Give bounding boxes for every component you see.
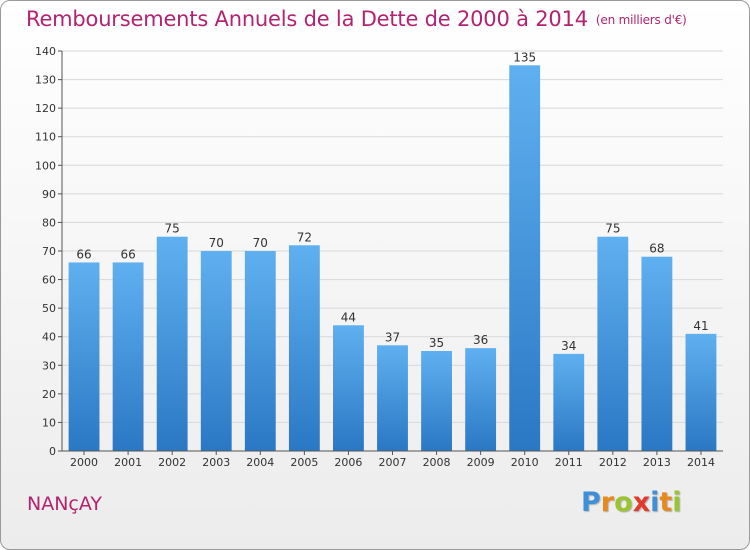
bar-value-label: 37: [385, 330, 400, 344]
bar-value-label: 72: [297, 230, 312, 244]
bar-value-label: 66: [120, 247, 135, 261]
bar: [244, 251, 276, 451]
bar-value-label: 75: [605, 222, 620, 236]
logo-letter: i: [650, 487, 660, 518]
logo-letter: t: [659, 487, 673, 518]
y-tick-label: 80: [42, 216, 56, 229]
bar: [553, 353, 585, 451]
x-tick-label: 2006: [334, 456, 362, 469]
x-tick-label: 2009: [467, 456, 495, 469]
x-tick-label: 2010: [511, 456, 539, 469]
commune-name: NANçAY: [27, 493, 102, 515]
bar-value-label: 75: [165, 222, 180, 236]
bar: [156, 236, 188, 451]
x-tick-label: 2002: [158, 456, 186, 469]
bar-value-label: 36: [473, 333, 488, 347]
bar: [421, 351, 452, 451]
logo-letter: r: [600, 487, 615, 518]
bar: [112, 262, 144, 451]
x-tick-label: 2007: [379, 456, 407, 469]
bars: 66 66 75 70 70 72 44 37 35 36 135 34 75 68 41: [68, 50, 717, 452]
y-tick-label: 140: [35, 45, 56, 58]
chart-title: Remboursements Annuels de la Dette de 20…: [26, 7, 687, 31]
y-tick-label: 0: [49, 445, 56, 458]
y-tick-label: 20: [42, 388, 56, 401]
bar-value-label: 70: [209, 236, 224, 250]
x-tick-label: 2003: [202, 456, 230, 469]
x-tick-label: 2011: [555, 456, 583, 469]
x-tick-label: 2012: [599, 456, 627, 469]
y-tick-label: 10: [42, 416, 56, 429]
x-tick-label: 2014: [687, 456, 715, 469]
bar-value-label: 35: [429, 336, 444, 350]
bar-value-label: 135: [513, 50, 536, 64]
bar: [641, 256, 673, 451]
bar: [200, 251, 232, 451]
logo-letter: P: [581, 487, 601, 518]
y-tick-label: 130: [35, 74, 56, 87]
x-tick-label: 2013: [643, 456, 671, 469]
x-tick-label: 2004: [246, 456, 274, 469]
logo-letter: x: [632, 487, 651, 518]
x-tick-label: 2005: [290, 456, 318, 469]
y-tick-label: 110: [35, 131, 56, 144]
bar-value-label: 44: [341, 310, 356, 324]
bar: [685, 333, 717, 451]
bar: [333, 325, 364, 451]
logo-letter: i: [672, 487, 682, 518]
x-tick-label: 2008: [423, 456, 451, 469]
x-tick-label: 2001: [114, 456, 142, 469]
y-tick-label: 70: [42, 245, 56, 258]
x-tick-label: 2000: [70, 456, 98, 469]
axes: 0 10 20 30 40 50 60 70 80 90 100 110 120 130 140 2000 20…: [35, 45, 723, 469]
proxiti-logo: Proxiti: [581, 487, 682, 518]
y-tick-label: 120: [35, 102, 56, 115]
y-tick-label: 100: [35, 159, 56, 172]
chart-title-text: Remboursements Annuels de la Dette de 20…: [26, 7, 588, 31]
bar-value-label: 70: [253, 236, 268, 250]
bar: [377, 345, 408, 451]
y-tick-label: 30: [42, 359, 56, 372]
bar-value-label: 68: [649, 242, 664, 256]
bar: [68, 262, 100, 451]
bar-value-label: 41: [693, 319, 708, 333]
y-tick-label: 90: [42, 188, 56, 201]
bar: [597, 236, 629, 451]
y-tick-label: 50: [42, 302, 56, 315]
logo-letter: o: [614, 487, 633, 518]
bar: [288, 245, 320, 451]
chart-subtitle: (en milliers d'€): [595, 13, 687, 27]
bar: [465, 348, 497, 451]
bar-value-label: 34: [561, 339, 576, 353]
bar: [509, 65, 541, 452]
bar-value-label: 66: [76, 247, 91, 261]
y-tick-label: 40: [42, 331, 56, 344]
y-tick-label: 60: [42, 274, 56, 287]
